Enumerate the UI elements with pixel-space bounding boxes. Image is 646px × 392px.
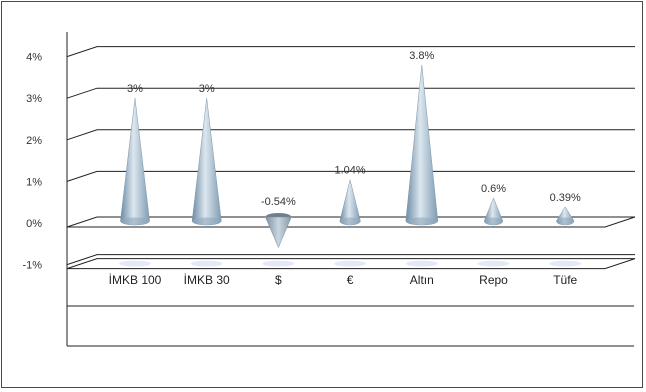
- data-label: 1.04%: [334, 165, 365, 177]
- data-label: 0.39%: [550, 192, 581, 204]
- floor-shadow: [334, 260, 367, 267]
- category-label: Tüfe: [553, 273, 577, 287]
- y-tick-label: 0%: [26, 218, 42, 230]
- x-axis-categories: İMKB 100 İMKB 30 $ € Altın Repo Tüfe: [109, 273, 578, 287]
- floor-shadow: [549, 260, 582, 267]
- cone-base: [484, 217, 503, 225]
- category-label: İMKB 100: [109, 273, 162, 287]
- category-label: €: [347, 273, 354, 287]
- data-label: 3%: [127, 83, 143, 95]
- gridline-2: [66, 129, 635, 141]
- category-label: Repo: [479, 273, 508, 287]
- cone-base: [339, 217, 361, 225]
- data-label: 3%: [199, 83, 215, 95]
- y-tick-label: 2%: [26, 135, 42, 147]
- gridline-4: [66, 46, 635, 58]
- gridline-neg1: [66, 254, 635, 266]
- floor-shadow: [405, 260, 438, 267]
- floor-shadow: [119, 260, 151, 267]
- cone-base: [192, 217, 222, 225]
- data-label: -0.54%: [261, 196, 296, 208]
- floor-shadow: [477, 260, 510, 267]
- y-tick-label: -1%: [22, 260, 42, 272]
- category-label: İMKB 30: [184, 273, 230, 287]
- cone-bar: [405, 64, 439, 226]
- gridline-3: [66, 87, 635, 99]
- grid-lines: [66, 32, 636, 347]
- cones: [120, 64, 575, 249]
- cone-base: [120, 217, 150, 225]
- floor-plane: [66, 258, 636, 270]
- category-label: $: [275, 273, 282, 287]
- data-label: 3.8%: [409, 50, 434, 62]
- data-label: 0.6%: [481, 183, 506, 195]
- y-tick-label: 1%: [26, 176, 42, 188]
- floor-shadow: [262, 260, 295, 267]
- data-labels: 3% 3% -0.54% 1.04% 3.8% 0.6% 0.39%: [127, 50, 581, 208]
- cone-base: [556, 217, 575, 225]
- y-tick-label: 4%: [26, 52, 42, 64]
- cone-bar: [265, 216, 292, 249]
- y-axis-ticks: 4% 3% 2% 1% 0% -1%: [22, 52, 42, 272]
- cone-bar: [339, 179, 361, 226]
- category-label: Altın: [410, 273, 434, 287]
- cone-bar: [120, 98, 150, 226]
- floor-shadows: [119, 260, 582, 267]
- floor-shadow: [190, 260, 223, 267]
- y-tick-label: 3%: [26, 93, 42, 105]
- cone-base: [405, 217, 438, 225]
- cone-bar: [191, 98, 222, 226]
- zero-plane: [66, 216, 636, 228]
- gridline-1: [66, 170, 635, 182]
